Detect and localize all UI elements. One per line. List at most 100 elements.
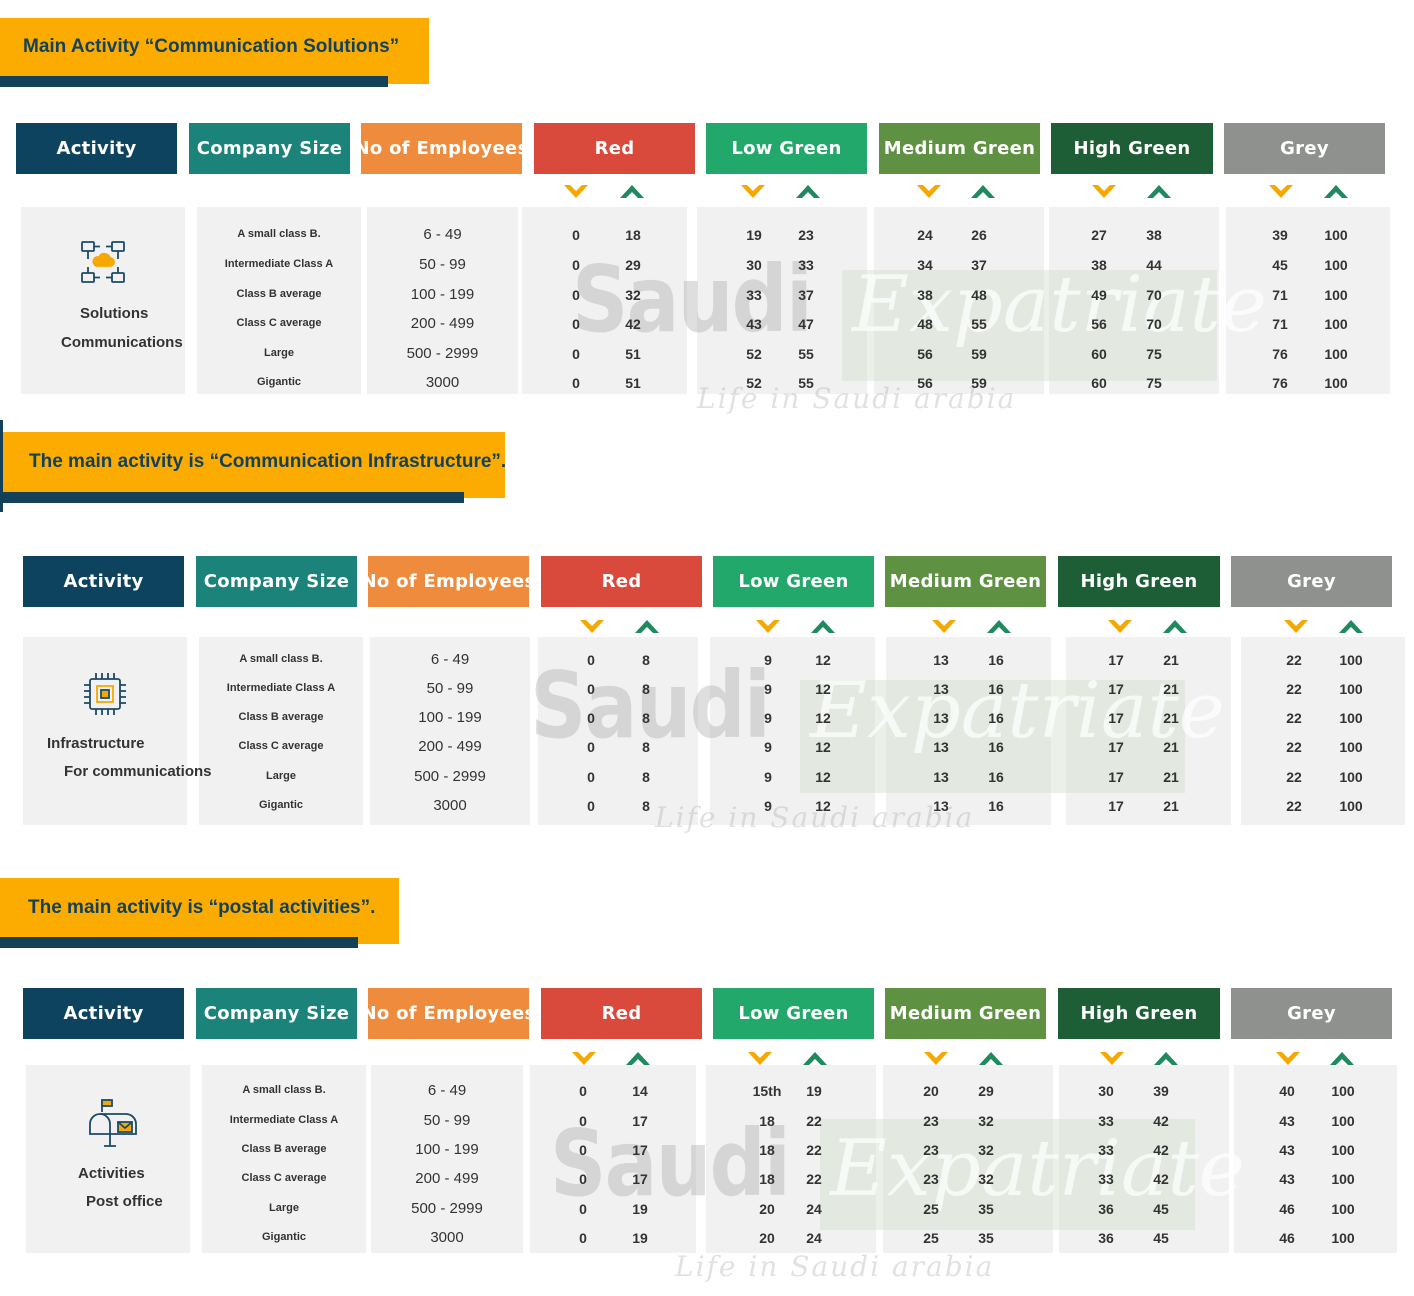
- max-high-green-value: 21: [1163, 769, 1179, 785]
- chevron-up-icon: [1147, 185, 1171, 198]
- employee-range: 3000: [425, 374, 460, 391]
- company-size-label: Intermediate Class A: [224, 258, 334, 270]
- company-size-label: Large: [264, 347, 294, 359]
- min-grey-value: 40: [1279, 1083, 1295, 1099]
- chevron-down-icon: [1269, 185, 1293, 198]
- header-high-green: High Green: [1058, 988, 1220, 1039]
- header-grey: Grey: [1231, 556, 1392, 607]
- max-low-green-value: 23: [798, 227, 814, 243]
- min-medium-green-value: 23: [923, 1142, 939, 1158]
- min-high-green-value: 33: [1098, 1113, 1114, 1129]
- section-banner: The main activity is “Communication Infr…: [2, 432, 506, 498]
- min-low-green-value: 19: [746, 227, 762, 243]
- panel-grey: [1241, 637, 1405, 825]
- max-medium-green-value: 35: [978, 1201, 994, 1217]
- header-grey: Grey: [1231, 988, 1392, 1039]
- min-low-green-value: 18: [759, 1142, 775, 1158]
- company-size-label: Class C average: [241, 1172, 327, 1184]
- max-low-green-value: 19: [806, 1083, 822, 1099]
- min-medium-green-value: 13: [933, 652, 949, 668]
- header-employees: No of Employees: [362, 988, 535, 1039]
- chevron-down-icon: [917, 185, 941, 198]
- company-size-label: Gigantic: [258, 799, 303, 811]
- min-red-value: 0: [587, 798, 595, 814]
- min-low-green-value: 20: [759, 1230, 775, 1246]
- min-medium-green-value: 34: [917, 257, 933, 273]
- panel-medium-green: [883, 1065, 1053, 1253]
- min-low-green-value: 30: [746, 257, 762, 273]
- chevron-up-icon: [1324, 185, 1348, 198]
- panel-high-green: [1059, 1065, 1229, 1253]
- max-medium-green-value: 16: [988, 710, 1004, 726]
- min-grey-value: 43: [1279, 1142, 1295, 1158]
- activity-name-line: Activities: [78, 1165, 145, 1182]
- panel-activity: [21, 207, 185, 394]
- max-low-green-value: 55: [798, 346, 814, 362]
- header-red: Red: [534, 123, 695, 174]
- header-activity: Activity: [16, 123, 177, 174]
- min-grey-value: 43: [1279, 1171, 1295, 1187]
- activity-section: The main activity is “Communication Infr…: [0, 420, 1414, 840]
- header-grey: Grey: [1224, 123, 1385, 174]
- max-red-value: 17: [632, 1113, 648, 1129]
- header-red: Red: [541, 988, 702, 1039]
- min-high-green-value: 33: [1098, 1171, 1114, 1187]
- max-grey-value: 100: [1331, 1201, 1355, 1217]
- panel-company-size: [199, 637, 363, 825]
- max-medium-green-value: 16: [988, 798, 1004, 814]
- header-low-green: Low Green: [706, 123, 867, 174]
- watermark-tagline: Life in Saudi arabia: [675, 1250, 995, 1283]
- chevron-up-icon: [620, 185, 644, 198]
- max-grey-value: 100: [1324, 287, 1348, 303]
- chevron-down-icon: [1100, 1052, 1124, 1065]
- company-size-label: Class C average: [238, 740, 324, 752]
- max-high-green-value: 70: [1146, 316, 1162, 332]
- max-high-green-value: 21: [1163, 710, 1179, 726]
- panel-medium-green: [874, 207, 1044, 394]
- employee-range: 100 - 199: [415, 1141, 479, 1158]
- min-red-value: 0: [579, 1113, 587, 1129]
- max-grey-value: 100: [1331, 1230, 1355, 1246]
- min-grey-value: 43: [1279, 1113, 1295, 1129]
- min-low-green-value: 43: [746, 316, 762, 332]
- min-low-green-value: 18: [759, 1171, 775, 1187]
- banner-underline: [2, 492, 464, 503]
- max-medium-green-value: 16: [988, 652, 1004, 668]
- header-medium-green: Medium Green: [885, 988, 1046, 1039]
- max-low-green-value: 24: [806, 1201, 822, 1217]
- min-grey-value: 22: [1286, 710, 1302, 726]
- company-size-label: Class B average: [238, 711, 324, 723]
- min-grey-value: 46: [1279, 1230, 1295, 1246]
- panel-low-green: [710, 637, 875, 825]
- panel-red: [530, 1065, 696, 1253]
- min-red-value: 0: [579, 1083, 587, 1099]
- min-high-green-value: 36: [1098, 1201, 1114, 1217]
- employee-range: 200 - 499: [415, 1170, 479, 1187]
- min-red-value: 0: [587, 769, 595, 785]
- max-low-green-value: 55: [798, 375, 814, 391]
- min-low-green-value: 33: [746, 287, 762, 303]
- employee-range: 6 - 49: [427, 1082, 467, 1099]
- company-size-label: Large: [269, 1202, 299, 1214]
- panel-grey: [1226, 207, 1390, 394]
- min-high-green-value: 49: [1091, 287, 1107, 303]
- min-red-value: 0: [579, 1230, 587, 1246]
- chevron-up-icon: [987, 620, 1011, 633]
- min-grey-value: 45: [1272, 257, 1288, 273]
- employee-range: 3000: [433, 797, 467, 814]
- header-activity: Activity: [23, 556, 184, 607]
- max-low-green-value: 47: [798, 316, 814, 332]
- section-banner: The main activity is “postal activities”…: [0, 878, 399, 944]
- header-medium-green: Medium Green: [879, 123, 1040, 174]
- min-medium-green-value: 23: [923, 1171, 939, 1187]
- max-grey-value: 100: [1331, 1083, 1355, 1099]
- min-high-green-value: 17: [1108, 769, 1124, 785]
- min-low-green-value: 18: [759, 1113, 775, 1129]
- chevron-down-icon: [748, 1052, 772, 1065]
- max-high-green-value: 70: [1146, 287, 1162, 303]
- chevron-up-icon: [635, 620, 659, 633]
- activity-name-line: Communications: [61, 334, 183, 351]
- header-high-green: High Green: [1051, 123, 1213, 174]
- section-title: Main Activity “Communication Solutions”: [23, 36, 400, 57]
- min-red-value: 0: [587, 739, 595, 755]
